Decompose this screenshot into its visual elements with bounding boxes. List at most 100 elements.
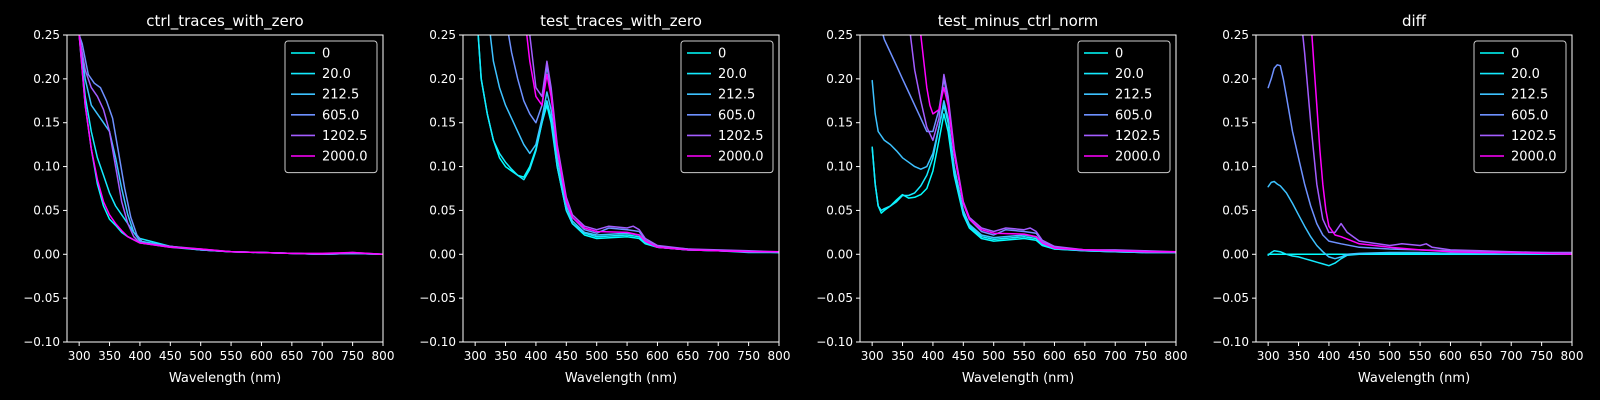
- y-tick-label: 0.20: [826, 72, 853, 86]
- x-tick-label: 400: [128, 349, 151, 363]
- x-tick-label: 300: [1257, 349, 1280, 363]
- x-tick-label: 600: [1043, 349, 1066, 363]
- legend-label: 212.5: [1115, 88, 1152, 103]
- x-tick-label: 400: [921, 349, 944, 363]
- x-tick-label: 500: [585, 349, 608, 363]
- y-tick-label: −0.10: [419, 335, 456, 349]
- y-tick-label: 0.00: [826, 247, 853, 261]
- series-line-1202_5: [909, 35, 1176, 253]
- y-tick-label: −0.05: [419, 291, 456, 305]
- y-tick-label: −0.05: [23, 291, 60, 305]
- legend-label: 2000.0: [1115, 150, 1161, 165]
- x-tick-label: 650: [1469, 349, 1492, 363]
- x-tick-label: 300: [464, 349, 487, 363]
- legend-label: 1202.5: [322, 129, 368, 144]
- series-line-605_0: [1267, 64, 1572, 255]
- legend-label: 605.0: [1115, 108, 1152, 123]
- y-tick-label: −0.10: [23, 335, 60, 349]
- y-tick-label: 0.20: [33, 72, 60, 86]
- legend: 0 20.0 212.5 605.0 1202.5 2000.0: [1473, 40, 1567, 174]
- legend: 0 20.0 212.5 605.0 1202.5 2000.0: [680, 40, 774, 174]
- x-tick-label: 500: [1378, 349, 1401, 363]
- x-tick-label: 750: [737, 349, 760, 363]
- y-tick-label: 0.25: [826, 28, 853, 42]
- chart-panel-1: ctrl_traces_with_zero 300 350 400 450 500 550 6…: [23, 12, 394, 386]
- x-tick-label: 350: [494, 349, 517, 363]
- x-tick-label: 300: [861, 349, 884, 363]
- x-tick-label: 750: [341, 349, 364, 363]
- legend-label: 20.0: [1511, 67, 1540, 82]
- legend-label: 2000.0: [322, 150, 368, 165]
- x-tick-label: 350: [98, 349, 121, 363]
- x-axis-label: Wavelength (nm): [1358, 371, 1470, 386]
- x-tick-label: 550: [220, 349, 243, 363]
- chart-title: diff: [1402, 12, 1427, 30]
- series-line-1202_5: [1302, 35, 1572, 254]
- y-tick-label: 0.20: [1222, 72, 1249, 86]
- legend-label: 0: [1511, 47, 1519, 62]
- legend: 0 20.0 212.5 605.0 1202.5 2000.0: [1077, 40, 1171, 174]
- y-tick-label: 0.25: [429, 28, 456, 42]
- series-line-2000_0: [1311, 35, 1572, 256]
- y-tick-label: 0.00: [1222, 247, 1249, 261]
- legend-label: 0: [718, 47, 726, 62]
- x-axis-label: Wavelength (nm): [565, 371, 677, 386]
- y-tick-label: −0.05: [1212, 291, 1249, 305]
- legend-label: 605.0: [1511, 108, 1548, 123]
- chart-title: test_minus_ctrl_norm: [938, 12, 1099, 31]
- series-line-2000_0: [526, 35, 779, 253]
- y-tick-label: 0.15: [33, 116, 60, 130]
- y-tick-label: −0.05: [816, 291, 853, 305]
- x-tick-label: 500: [982, 349, 1005, 363]
- x-tick-label: 700: [1500, 349, 1523, 363]
- legend-label: 212.5: [718, 88, 755, 103]
- y-tick-label: 0.00: [33, 247, 60, 261]
- x-tick-label: 650: [280, 349, 303, 363]
- x-tick-label: 450: [1348, 349, 1371, 363]
- x-tick-label: 750: [1530, 349, 1553, 363]
- series-line-2000_0: [920, 35, 1176, 253]
- legend-label: 1202.5: [1511, 129, 1557, 144]
- x-axis-label: Wavelength (nm): [962, 371, 1074, 386]
- y-tick-label: 0.25: [33, 28, 60, 42]
- x-tick-label: 650: [1073, 349, 1096, 363]
- y-tick-label: −0.10: [1212, 335, 1249, 349]
- x-tick-label: 400: [1317, 349, 1340, 363]
- y-tick-label: 0.25: [1222, 28, 1249, 42]
- x-tick-label: 450: [159, 349, 182, 363]
- x-tick-label: 750: [1134, 349, 1157, 363]
- x-tick-label: 500: [189, 349, 212, 363]
- chart-title: test_traces_with_zero: [540, 12, 702, 31]
- series-line-212_5: [1267, 180, 1572, 260]
- x-tick-label: 800: [768, 349, 791, 363]
- series-line-1202_5: [529, 35, 779, 253]
- x-tick-label: 600: [250, 349, 273, 363]
- y-tick-label: −0.10: [816, 335, 853, 349]
- plot-frame: [462, 34, 780, 343]
- plot-frame: [1255, 34, 1573, 343]
- x-tick-label: 450: [952, 349, 975, 363]
- x-tick-label: 600: [1439, 349, 1462, 363]
- x-tick-label: 350: [1287, 349, 1310, 363]
- series-line-20_0: [871, 104, 1176, 254]
- legend-label: 0: [322, 47, 330, 62]
- x-tick-label: 300: [68, 349, 91, 363]
- legend: 0 20.0 212.5 605.0 1202.5 2000.0: [284, 40, 378, 174]
- legend-label: 605.0: [322, 108, 359, 123]
- y-tick-label: 0.05: [429, 203, 456, 217]
- x-tick-label: 800: [372, 349, 395, 363]
- y-tick-label: 0.05: [826, 203, 853, 217]
- x-tick-label: 800: [1561, 349, 1584, 363]
- y-tick-label: 0.10: [826, 160, 853, 174]
- y-tick-label: 0.10: [33, 160, 60, 174]
- chart-panel-3: test_minus_ctrl_norm 300 350 400 450 500 550 60…: [816, 12, 1187, 386]
- y-tick-label: 0.15: [429, 116, 456, 130]
- x-tick-label: 650: [676, 349, 699, 363]
- legend-label: 20.0: [322, 67, 351, 82]
- chart-panel-2: test_traces_with_zero 300 350 400 450 500 550 6…: [419, 12, 790, 386]
- x-axis-label: Wavelength (nm): [169, 371, 281, 386]
- legend-label: 212.5: [1511, 88, 1548, 103]
- y-tick-label: 0.20: [429, 72, 456, 86]
- y-tick-label: 0.10: [429, 160, 456, 174]
